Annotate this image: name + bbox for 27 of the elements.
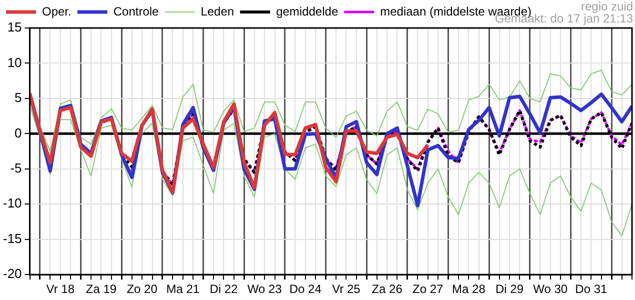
text: regio zuid bbox=[580, 0, 633, 14]
x-tick-label: Vr 25 bbox=[332, 282, 361, 296]
x-tick-label: Ma 21 bbox=[166, 282, 200, 296]
x-tick-label: Wo 23 bbox=[247, 282, 282, 296]
y-tick-label: 15 bbox=[7, 20, 22, 35]
legend-label: Leden bbox=[200, 4, 234, 18]
x-tick-label: Za 19 bbox=[86, 282, 117, 296]
x-tick-label: Do 31 bbox=[575, 282, 608, 296]
x-tick-label: Ma 28 bbox=[452, 282, 486, 296]
y-tick-label: 10 bbox=[7, 54, 22, 70]
y-tick-label: -5 bbox=[10, 160, 22, 176]
legend-label: gemiddelde bbox=[276, 4, 338, 18]
x-tick-label: Zo 20 bbox=[126, 282, 158, 296]
x-tick-label: Vr 18 bbox=[46, 282, 75, 296]
x-tick-label: Zo 27 bbox=[412, 282, 444, 296]
x-tick-label: Di 29 bbox=[496, 282, 524, 296]
legend-label: Oper. bbox=[42, 4, 72, 18]
x-tick-label: Za 26 bbox=[372, 282, 403, 296]
y-tick-label: -10 bbox=[2, 196, 22, 211]
x-tick-label: Do 24 bbox=[289, 282, 322, 296]
y-tick-label: -20 bbox=[2, 266, 22, 282]
x-tick-label: Di 22 bbox=[210, 282, 238, 296]
y-tick-label: 5 bbox=[14, 90, 22, 106]
y-tick-label: 0 bbox=[14, 125, 22, 140]
legend-label: Controle bbox=[113, 4, 160, 18]
x-tick-label: Wo 30 bbox=[533, 282, 568, 296]
y-tick-label: -15 bbox=[2, 230, 22, 246]
